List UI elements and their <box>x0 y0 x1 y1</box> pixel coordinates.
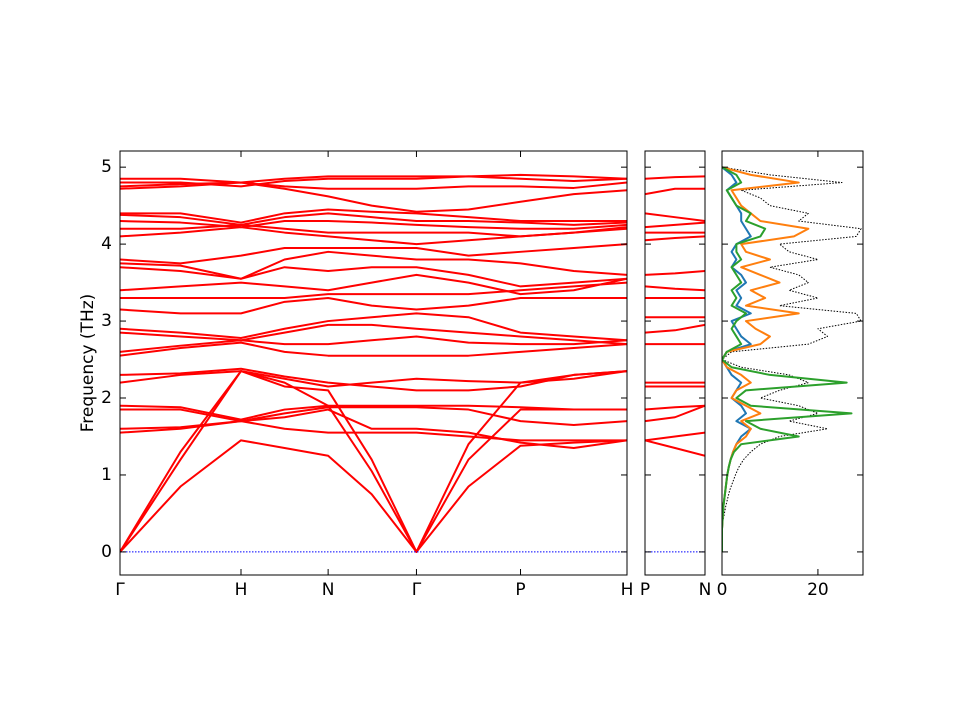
plot-frame <box>721 150 864 576</box>
series-line <box>120 370 627 388</box>
series-line <box>722 166 752 552</box>
x-tick-label: H <box>235 580 248 600</box>
series-line <box>120 273 627 296</box>
series-line <box>120 266 627 288</box>
series-line <box>120 220 627 230</box>
x-tick-label: P <box>515 580 525 600</box>
plot-frame <box>119 150 628 576</box>
series-line <box>120 408 627 450</box>
x-tick-label: Γ <box>115 580 125 600</box>
y-tick-label: 5 <box>101 157 112 177</box>
series-line <box>645 439 705 457</box>
series-line <box>120 208 627 224</box>
series-line <box>645 175 705 180</box>
x-tick-label: N <box>322 580 335 600</box>
plot-frame <box>644 150 706 576</box>
x-tick-label: P <box>640 580 650 600</box>
y-tick-label: 3 <box>101 311 112 331</box>
series-line <box>120 173 627 188</box>
series-line <box>120 406 627 426</box>
series-line <box>120 341 627 357</box>
series-line <box>120 250 627 280</box>
series-line <box>645 285 705 292</box>
dotted-line <box>722 166 862 552</box>
series-line <box>645 404 705 423</box>
series-line <box>120 404 627 421</box>
series-line <box>645 431 705 442</box>
y-tick-label: 0 <box>101 542 112 562</box>
x-tick-label: 20 <box>807 580 829 600</box>
series-line <box>120 296 627 315</box>
series-line <box>120 439 627 553</box>
x-tick-label: Γ <box>412 580 422 600</box>
series-line <box>722 166 853 552</box>
series-line <box>120 281 627 299</box>
x-tick-label: H <box>621 580 634 600</box>
series-line <box>645 404 705 411</box>
series-line <box>645 323 705 334</box>
series-line <box>645 212 705 223</box>
x-tick-label: N <box>699 580 712 600</box>
series-line <box>645 221 705 229</box>
x-tick-label: 0 <box>717 580 728 600</box>
series-line <box>722 166 810 552</box>
series-line <box>645 187 705 196</box>
series-line <box>120 367 627 392</box>
series-line <box>120 312 627 342</box>
y-tick-label: 1 <box>101 465 112 485</box>
y-tick-label: 2 <box>101 388 112 408</box>
series-line <box>120 370 627 553</box>
y-axis-label: Frequency (THz) <box>78 294 98 433</box>
series-line <box>120 243 627 265</box>
series-line <box>120 335 627 353</box>
series-line <box>645 235 705 242</box>
y-tick-label: 4 <box>101 234 112 254</box>
series-line <box>120 181 627 190</box>
series-line <box>120 212 627 226</box>
series-line <box>120 323 627 346</box>
series-line <box>120 370 627 553</box>
series-line <box>645 270 705 276</box>
series-line <box>120 175 627 184</box>
